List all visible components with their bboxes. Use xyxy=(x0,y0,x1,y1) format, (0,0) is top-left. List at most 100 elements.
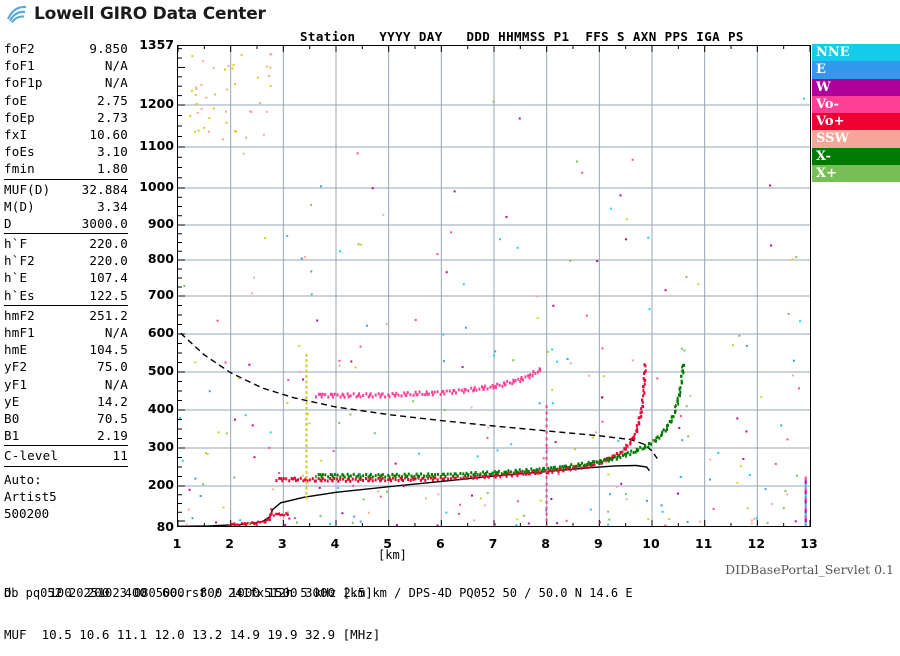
y-axis-tick-label: 1200 xyxy=(139,96,174,111)
y-axis-labels: 80 200 300 400 500 600 700 800 900 1000 1100 1200 13… xyxy=(128,38,174,538)
param-row: h`E 107.4 xyxy=(4,269,128,286)
x-axis-tick-label: 9 xyxy=(593,536,603,551)
x-axis-tick-label: 3 xyxy=(277,536,287,551)
y-axis-tick-label: 600 xyxy=(147,325,174,340)
param-value: 2.73 xyxy=(97,109,128,125)
param-row: foF1p N/A xyxy=(4,74,128,91)
param-row: B0 70.5 xyxy=(4,410,128,427)
y-axis-tick-label: 700 xyxy=(147,287,174,302)
param-key: foE xyxy=(4,92,28,108)
source-file-line: db pq052 20251023 080500.rsf / 241fx512h… xyxy=(4,586,633,600)
x-axis-ticks xyxy=(178,46,810,526)
param-row: hmF1 N/A xyxy=(4,324,128,341)
param-row: h`F 220.0 xyxy=(4,235,128,252)
brand-title: Lowell GIRO Data Center xyxy=(34,4,266,24)
param-value: N/A xyxy=(104,376,128,392)
legend-item-w[interactable]: W xyxy=(812,78,900,96)
divider xyxy=(4,465,128,467)
param-row: h`Es 122.5 xyxy=(4,287,128,304)
param-value: 220.0 xyxy=(89,236,128,252)
legend-item-x[interactable]: X- xyxy=(812,147,900,166)
param-key: M(D) xyxy=(4,198,35,214)
y-axis-tick-label: 1357 xyxy=(139,37,174,52)
param-row: foEs 3.10 xyxy=(4,143,128,160)
param-value: 2.19 xyxy=(97,428,128,444)
x-axis-labels: 1 2 3 4 5 6 7 8 9 10 11 12 13 xyxy=(150,536,850,552)
param-row: C-level 11 xyxy=(4,447,128,464)
y-axis-minor-ticks xyxy=(178,48,185,522)
param-key: hmF2 xyxy=(4,307,35,323)
y-axis-tick-label: 200 xyxy=(147,477,174,492)
param-value: N/A xyxy=(104,58,128,74)
legend-item-ssw[interactable]: SSW xyxy=(812,130,900,148)
y-axis-tick-label: 900 xyxy=(147,216,174,231)
param-key: D xyxy=(4,215,12,231)
legend-item-vo[interactable]: Vo+ xyxy=(812,113,900,131)
echo-trace xyxy=(314,363,686,479)
param-value: 9.850 xyxy=(89,41,128,56)
param-value: 10.60 xyxy=(89,126,128,142)
param-value: 11 xyxy=(112,448,128,464)
servlet-version-label: DIDBasePortal_Servlet 0.1 xyxy=(725,562,894,577)
autoscaler-label: Auto: xyxy=(4,471,42,487)
brand-header: Lowell GIRO Data Center xyxy=(6,4,266,24)
param-key: B0 xyxy=(4,410,20,426)
param-value: 251.2 xyxy=(89,307,128,323)
param-key: foF1p xyxy=(4,75,43,91)
autoscaler-info: Auto: Artist5 500200 xyxy=(4,471,128,523)
x-axis-tick-label: 5 xyxy=(383,536,393,551)
polarization-legend[interactable]: NNE E W Vo- Vo+ SSW X- X+ xyxy=(812,44,900,183)
param-key: foF2 xyxy=(4,41,35,56)
param-key: foEs xyxy=(4,144,35,160)
muf-table-frequency-row: MUF 10.5 10.6 11.1 12.0 13.2 14.9 19.9 3… xyxy=(4,627,381,642)
param-key: yF1 xyxy=(4,376,28,392)
param-row: D 3000.0 xyxy=(4,215,128,232)
autoscaler-name: Artist5 xyxy=(4,488,57,504)
y-axis-tick-label: 300 xyxy=(147,439,174,454)
legend-item-vo[interactable]: Vo- xyxy=(812,95,900,114)
param-row: B1 2.19 xyxy=(4,427,128,444)
y-axis-tick-label: 800 xyxy=(147,251,174,266)
param-group-clevel: C-level 11 xyxy=(4,447,128,464)
divider xyxy=(4,445,128,447)
divider xyxy=(4,233,128,235)
muf-curve xyxy=(180,332,658,460)
ionogram-plot[interactable] xyxy=(177,45,811,527)
ionogram-canvas[interactable] xyxy=(178,46,810,526)
muf-distance-table: D 100 200 400 600 800 1000 1500 3000 [km… xyxy=(4,558,380,656)
param-key: yF2 xyxy=(4,359,28,375)
param-key: B1 xyxy=(4,428,20,444)
param-value: 3.34 xyxy=(97,198,128,214)
x-axis-tick-label: 1 xyxy=(172,536,182,551)
param-row: MUF(D) 32.884 xyxy=(4,181,128,198)
param-value: 3000.0 xyxy=(81,215,128,231)
param-value: 2.75 xyxy=(97,92,128,108)
param-row: h`F2 220.0 xyxy=(4,252,128,269)
param-row: M(D) 3.34 xyxy=(4,198,128,215)
x-axis-tick-label: 12 xyxy=(747,536,766,551)
param-row: foF2 9.850 xyxy=(4,40,128,57)
station-header-columns: Station YYYY DAY DDD HHMMSS P1 FFS S AXN… xyxy=(300,29,744,44)
param-value: N/A xyxy=(104,325,128,340)
param-value: 3.10 xyxy=(97,144,128,160)
legend-item-x[interactable]: X+ xyxy=(812,165,900,183)
electron-density-profile-curve xyxy=(178,464,650,526)
param-row: foE 2.75 xyxy=(4,92,128,109)
param-row: fxI 10.60 xyxy=(4,126,128,143)
y-axis-tick-label: 1000 xyxy=(139,179,174,194)
legend-item-e[interactable]: E xyxy=(812,61,900,79)
echo-trace xyxy=(314,367,542,399)
param-row: foF1 N/A xyxy=(4,57,128,74)
param-group-virtual-heights: h`F 220.0 h`F2 220.0 h`E 107.4 h`Es 122.5 xyxy=(4,235,128,304)
y-axis-tick-label: 400 xyxy=(147,401,174,416)
x-axis-tick-label: 13 xyxy=(800,536,818,551)
param-group-frequencies: foF2 9.850 foF1 N/A foF1p N/A foE 2.75 foEp 2… xyxy=(4,40,128,178)
y-axis-tick-label: 1100 xyxy=(139,138,174,153)
param-row: yF1 N/A xyxy=(4,376,128,393)
param-row: hmF2 251.2 xyxy=(4,307,128,324)
plot-gridlines xyxy=(178,46,810,526)
legend-item-nne[interactable]: NNE xyxy=(812,44,900,62)
param-row: foEp 2.73 xyxy=(4,109,128,126)
param-value: 1.80 xyxy=(97,161,128,177)
giro-wave-logo-icon xyxy=(6,4,30,24)
